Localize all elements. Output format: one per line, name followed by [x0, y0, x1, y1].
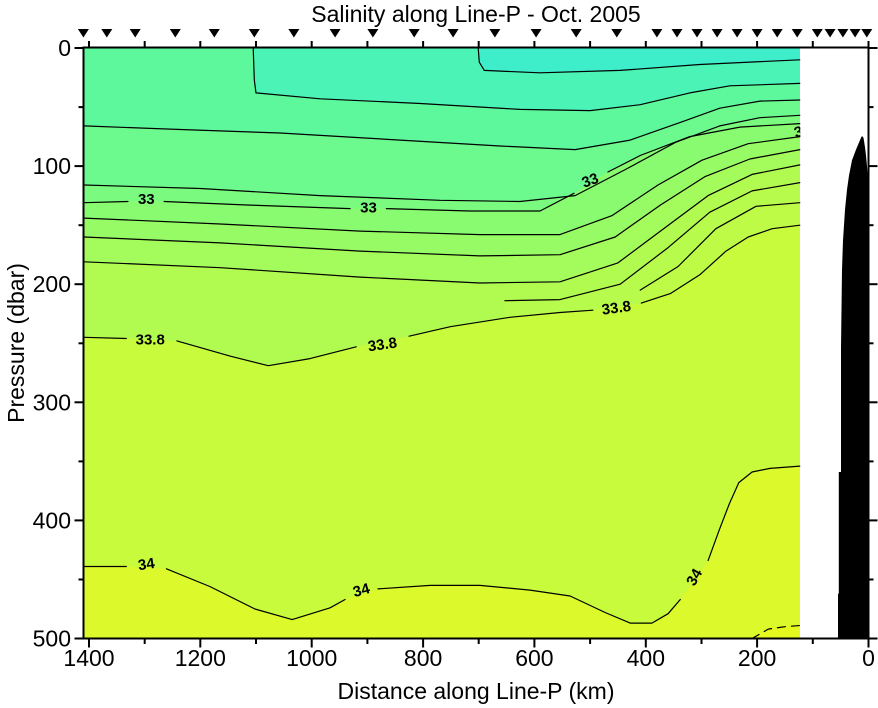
- x-tick-label-600: 600: [515, 645, 553, 671]
- y-axis-title: Pressure (dbar): [3, 263, 29, 423]
- contour-line-contour-33: [163, 200, 351, 210]
- plot-frame-and-ticks: 1400 1200 1000 800 600 400 200 0 0 100 200 300 400 50…: [33, 35, 878, 671]
- station-marker: [329, 29, 341, 38]
- x-axis-title: Distance along Line-P (km): [338, 678, 615, 704]
- contour-label-33: 33: [138, 191, 155, 208]
- x-tick-label-1000: 1000: [286, 645, 337, 671]
- station-marker: [408, 29, 420, 38]
- station-marker: [651, 29, 663, 38]
- contour-label-3: 3: [792, 123, 804, 142]
- y-tick-label-400: 400: [33, 507, 71, 533]
- band-contour-33.8: [84, 225, 800, 639]
- contour-label-34: 34: [683, 565, 706, 589]
- station-marker: [849, 29, 861, 38]
- station-marker: [791, 29, 803, 38]
- y-tick-label-200: 200: [33, 271, 71, 297]
- contour-line-upper-1: [84, 99, 801, 151]
- contour-line-surface-inner: [252, 48, 801, 112]
- station-marker: [208, 29, 220, 38]
- contour-line-contour-34: [707, 465, 801, 562]
- y-tick-label-100: 100: [33, 153, 71, 179]
- station-marker: [129, 29, 141, 38]
- station-marker: [447, 29, 459, 38]
- contour-lines: [84, 48, 801, 639]
- station-marker: [101, 29, 113, 38]
- x-tick-label-400: 400: [627, 645, 665, 671]
- station-marker: [77, 29, 89, 38]
- band-surface-innermost: [478, 48, 800, 73]
- y-tick-label-0: 0: [58, 35, 71, 61]
- contour-line-upper-2: [84, 114, 801, 203]
- station-marker: [489, 29, 501, 38]
- station-marker: [751, 29, 763, 38]
- station-marker: [367, 29, 379, 38]
- x-tick-label-200: 200: [738, 645, 776, 671]
- station-marker: [811, 29, 823, 38]
- x-tick-label-0: 0: [862, 645, 875, 671]
- station-markers: [77, 29, 873, 38]
- contour-label-33: 33: [580, 170, 601, 192]
- contour-line-contour-33.8: [640, 224, 801, 304]
- contour-line-contour-34: [377, 584, 681, 624]
- chart-title: Salinity along Line-P - Oct. 2005: [311, 1, 640, 27]
- contour-line-contour-33.8: [176, 340, 357, 367]
- contour-line-contour-33.8: [408, 309, 594, 337]
- contour-line-contour-34: [165, 568, 346, 621]
- y-tick-label-500: 500: [33, 626, 71, 652]
- station-marker: [731, 29, 743, 38]
- x-tick-label-1400: 1400: [63, 645, 114, 671]
- station-marker: [771, 29, 783, 38]
- station-marker: [711, 29, 723, 38]
- contour-label-34: 34: [351, 580, 372, 601]
- contour-fill-bands: [84, 48, 800, 639]
- station-marker: [861, 29, 873, 38]
- station-marker: [169, 29, 181, 38]
- contour-line-contour-33: [385, 192, 575, 212]
- station-marker: [570, 29, 582, 38]
- band-contour-34: [84, 466, 800, 639]
- contour-line-upper-4: [84, 149, 801, 257]
- x-tick-label-800: 800: [404, 645, 442, 671]
- seafloor-silhouette: [838, 136, 868, 639]
- contour-label-33.8: 33.8: [136, 332, 165, 349]
- contour-line-contour-33: [607, 123, 801, 173]
- contour-line-coastal-2: [639, 202, 801, 291]
- y-tick-label-300: 300: [33, 389, 71, 415]
- station-marker: [691, 29, 703, 38]
- contour-line-contour-33: [84, 200, 129, 204]
- contour-line-coastal-1: [504, 182, 801, 302]
- contour-line-contour-33.8: [84, 336, 127, 340]
- contour-line-upper-3: [84, 136, 801, 236]
- station-marker: [288, 29, 300, 38]
- contour-label-33: 33: [360, 199, 377, 216]
- contour-line-contour-deep-dashed: [751, 624, 801, 639]
- band-contour-deep-dashed: [752, 625, 800, 639]
- station-marker: [671, 29, 683, 38]
- station-marker: [248, 29, 260, 38]
- contour-label-34: 34: [137, 555, 157, 574]
- contour-line-upper-5: [84, 164, 801, 284]
- seafloor-shape: [838, 136, 868, 639]
- station-marker: [824, 29, 836, 38]
- x-tick-label-1200: 1200: [175, 645, 226, 671]
- contour-label-33.8: 33.8: [601, 298, 632, 319]
- station-marker: [611, 29, 623, 38]
- contour-label-33.8: 33.8: [367, 334, 398, 355]
- station-marker: [837, 29, 849, 38]
- contour-line-surface-innermost: [477, 48, 801, 74]
- station-marker: [530, 29, 542, 38]
